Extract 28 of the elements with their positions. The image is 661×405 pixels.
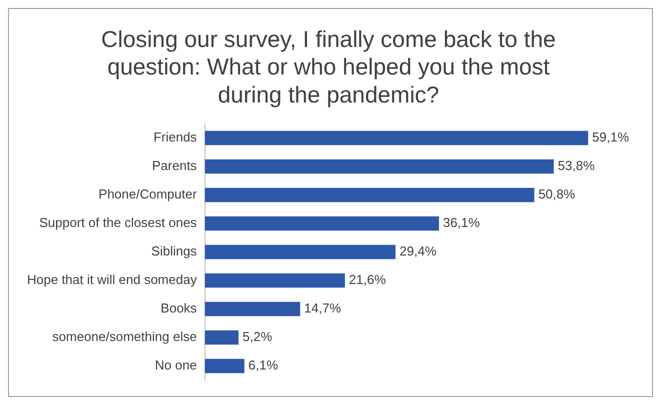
y-tick-label: Support of the closest ones (39, 215, 198, 230)
data-label: 53,8% (558, 158, 596, 174)
data-label: 5,2% (242, 329, 273, 344)
bar (204, 302, 300, 316)
y-tick-label: Friends (153, 130, 198, 145)
bar (204, 358, 244, 374)
y-tick-label: someone/something else (52, 329, 197, 344)
data-label: 29,4% (400, 244, 437, 259)
y-tick-label: Phone/Computer (98, 186, 198, 202)
bar (204, 216, 439, 231)
data-label: 14,7% (304, 300, 342, 316)
bar (204, 244, 396, 260)
y-tick-label: Hope that it will end someday (27, 272, 198, 288)
data-label: 6,1% (248, 358, 278, 373)
bar (204, 188, 534, 202)
bar (204, 130, 588, 146)
chart-title: Closing our survey, I finally come back to the question: What or who helped you the most during the pandemic? (101, 26, 556, 108)
bar (204, 330, 239, 345)
data-label: 50,8% (538, 186, 576, 202)
y-tick-label: No one (154, 358, 197, 373)
bar (204, 159, 554, 174)
data-label: 59,1% (592, 130, 630, 145)
data-label: 21,6% (348, 272, 386, 288)
y-tick-label: Parents (152, 158, 198, 174)
y-tick-label: Siblings (151, 244, 198, 259)
bar (204, 273, 345, 288)
data-label: 36,1% (442, 215, 480, 230)
y-tick-label: Books (160, 300, 198, 316)
